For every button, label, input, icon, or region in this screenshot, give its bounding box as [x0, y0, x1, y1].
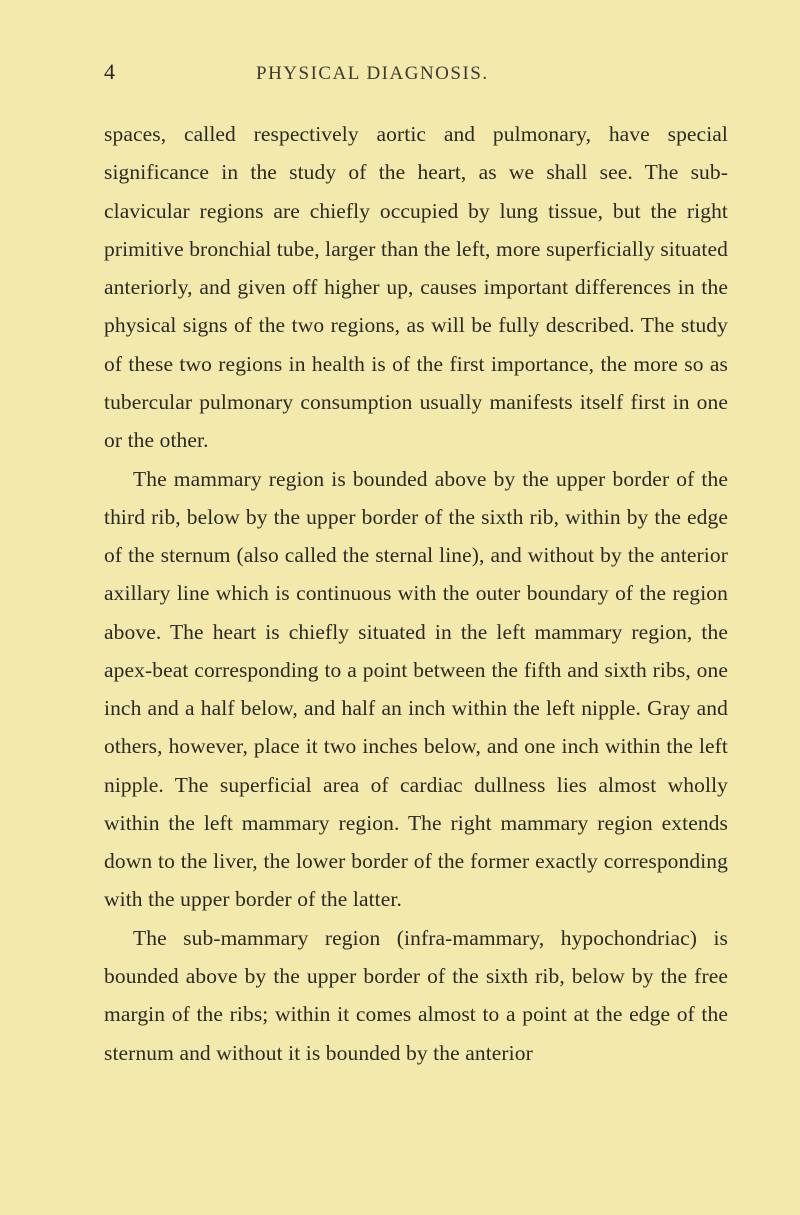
paragraph: The sub-mammary region (infra-mammary, h… — [104, 919, 728, 1072]
running-head: PHYSICAL DIAGNOSIS. — [256, 57, 728, 91]
paragraph: spaces, called respectively aortic and p… — [104, 115, 728, 459]
paragraph: The mammary region is bounded above by t… — [104, 460, 728, 919]
page: 4 PHYSICAL DIAGNOSIS. spaces, called res… — [0, 0, 800, 1215]
page-number: 4 — [104, 52, 256, 91]
body-text: spaces, called respectively aortic and p… — [104, 115, 728, 1072]
page-header: 4 PHYSICAL DIAGNOSIS. — [104, 52, 728, 91]
